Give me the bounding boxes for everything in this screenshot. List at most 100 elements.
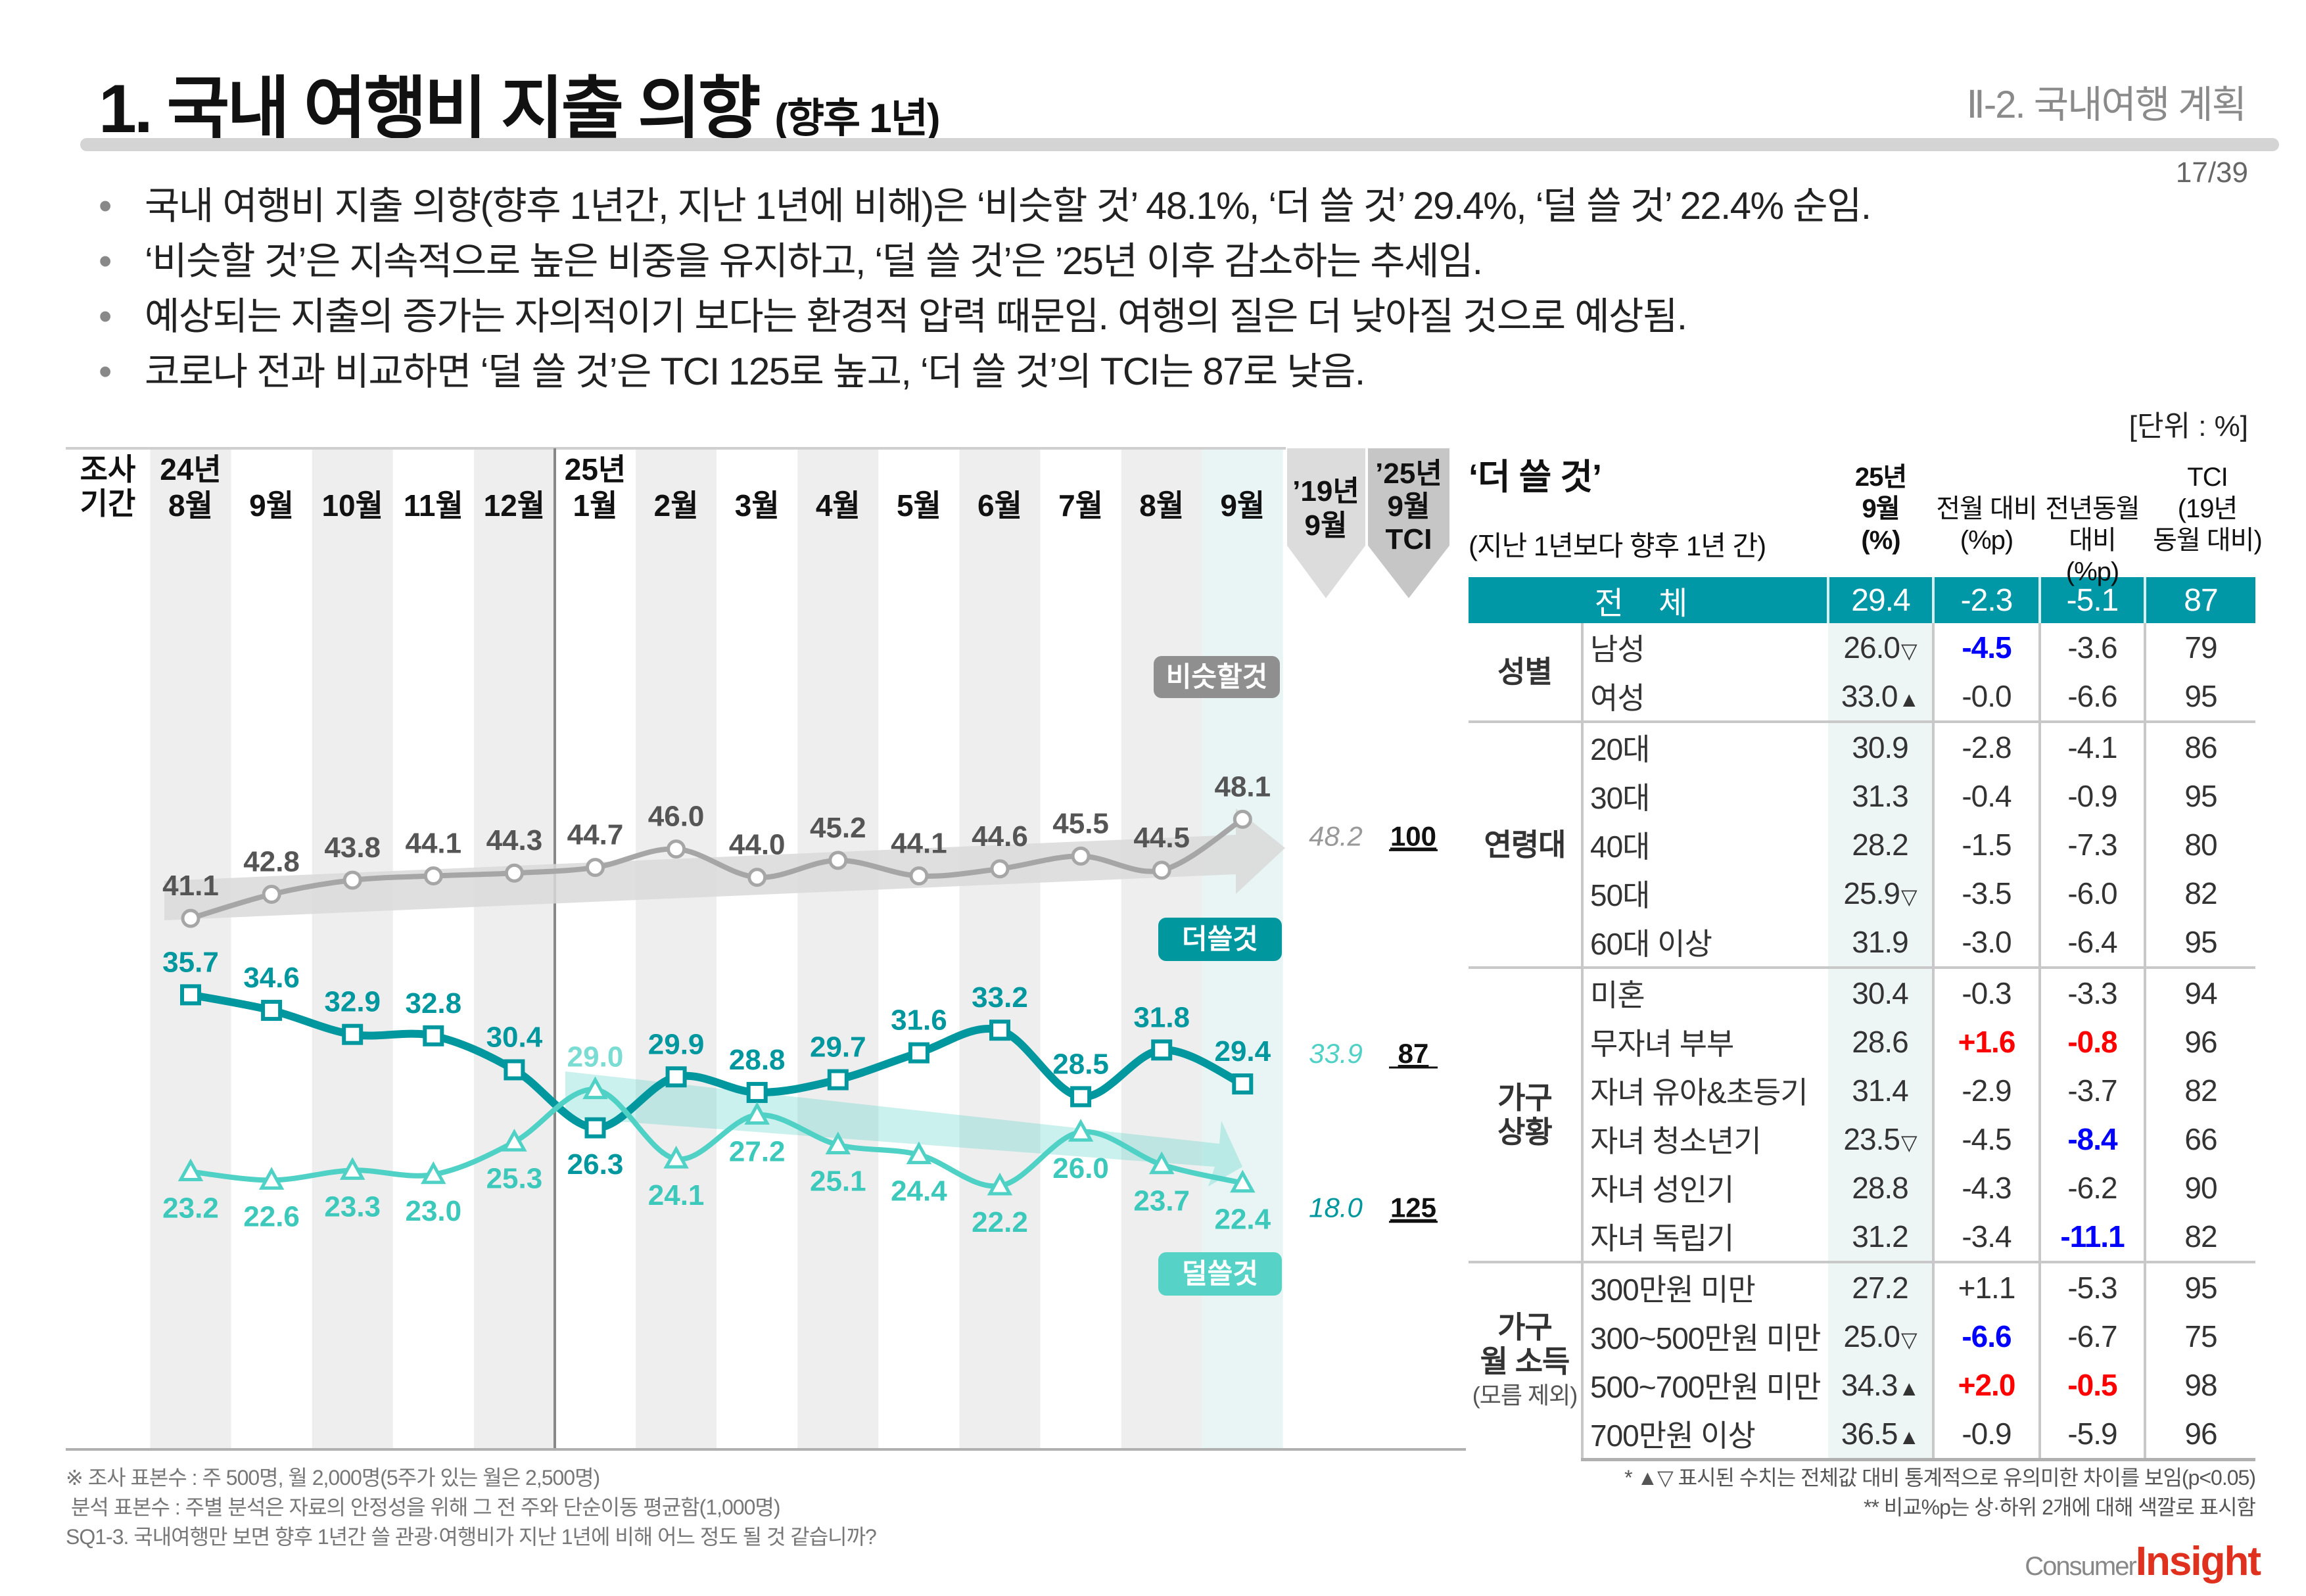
trend-arrow-less-icon — [565, 1071, 1242, 1186]
row-tci: 96 — [2144, 1018, 2255, 1066]
sig-down-icon: ▽ — [1900, 885, 1918, 908]
col-header-tci: TCI (19년 동월 대비) — [2153, 463, 2263, 555]
data-point — [665, 1066, 687, 1088]
data-point — [258, 1167, 285, 1190]
data-label: 22.6 — [243, 1200, 300, 1232]
row-label: 자녀 성인기 — [1590, 1173, 1734, 1207]
row-value: 25.0▽ — [1828, 1312, 1933, 1361]
row-tci: 75 — [2144, 1312, 2255, 1361]
data-point — [1068, 1119, 1094, 1142]
data-point — [504, 1059, 525, 1081]
table-row: 50대 25.9▽ -3.5 -6.0 82 — [1469, 869, 2255, 918]
total-label: 전 체 — [1469, 577, 1828, 623]
year-label: 24년 — [160, 452, 222, 486]
data-point — [584, 1117, 606, 1138]
data-point — [582, 1076, 608, 1100]
month-tick-label: 11월 — [404, 488, 463, 523]
data-label: 44.3 — [486, 824, 543, 857]
data-label: 25.1 — [810, 1165, 866, 1198]
x-axis: 조사 기간 24년 25년 8월 9월 10월 11월 12월 1월 2월 3월 4월 5월 6월 7월 8월 9… — [80, 452, 1265, 523]
data-point — [177, 1158, 204, 1182]
data-label: 29.4 — [1214, 1035, 1271, 1068]
data-label: 23.0 — [405, 1195, 461, 1227]
row-mom: -2.9 — [1932, 1066, 2040, 1115]
data-label: 31.6 — [891, 1004, 947, 1037]
group-note: (모름 제외) — [1472, 1382, 1578, 1409]
sig-down-icon: ▽ — [1900, 1131, 1918, 1154]
row-value: 23.5▽ — [1828, 1115, 1933, 1163]
table-row: 300~500만원 미만 25.0▽ -6.6 -6.7 75 — [1469, 1312, 2255, 1361]
row-value: 30.4 — [1828, 966, 1933, 1018]
month-tick-label: 8월 — [1139, 488, 1184, 523]
row-label: 30대 — [1590, 781, 1651, 815]
row-yoy: -3.7 — [2038, 1066, 2145, 1115]
title-main: 1. 국내 여행비 지출 의향 — [99, 71, 761, 147]
section-label: Ⅱ-2. 국내여행 계획 — [1966, 83, 2247, 126]
row-yoy: -0.8 — [2038, 1018, 2145, 1066]
sig-up-icon: ▲ — [1898, 688, 1919, 711]
column-stripe — [150, 448, 231, 1449]
data-point — [828, 851, 848, 870]
table-header: ‘더 쓸 것’ (지난 1년보다 향후 1년 간) 25년 9월 (%) 전월 … — [1469, 448, 2263, 586]
row-mom: -0.0 — [1932, 672, 2040, 722]
data-label: 44.6 — [972, 820, 1028, 853]
row-label: 60대 이상 — [1590, 927, 1712, 961]
row-value: 31.3 — [1828, 772, 1933, 820]
row-tci: 82 — [2144, 1212, 2255, 1262]
column-stripe — [473, 448, 555, 1449]
row-yoy: -3.6 — [2038, 623, 2145, 672]
footnote: SQ1-3. 국내여행만 보면 향후 1년간 쓸 관광·여행비가 지난 1년에 … — [66, 1525, 877, 1549]
data-label: 35.7 — [162, 946, 219, 978]
tci-header: ’25년 9월 TCI — [1375, 458, 1442, 555]
row-yoy: -6.0 — [2038, 869, 2145, 918]
data-label: 46.0 — [648, 801, 705, 833]
consumer-insight-logo: ConsumerInsight — [2025, 1538, 2261, 1585]
table-row: 60대 이상 31.9 -3.0 -6.4 95 — [1469, 918, 2255, 968]
data-point — [663, 1145, 689, 1169]
table-title: ‘더 쓸 것’ — [1469, 458, 1602, 497]
comparison-values: 48.2 100 33.9 87 18.0 125 — [1309, 820, 1438, 1223]
col-header-yoy: 전년동월 대비 (%p) — [2045, 494, 2140, 586]
data-point — [342, 870, 362, 890]
row-label: 300만원 미만 — [1582, 1261, 1828, 1312]
data-label: 22.2 — [972, 1206, 1028, 1238]
data-point — [181, 908, 200, 928]
column-stripes — [150, 448, 1283, 1449]
row-value: 28.2 — [1828, 820, 1933, 869]
month-tick-label: 12월 — [484, 488, 546, 523]
data-label: 32.9 — [324, 986, 381, 1018]
data-label: 23.3 — [324, 1190, 381, 1223]
bullet-text: ‘비슷할 것’은 지속적으로 높은 비중을 유지하고, ‘덜 쓸 것’은 ’25… — [145, 240, 1483, 283]
row-label: 700만원 이상 — [1582, 1409, 1828, 1461]
tci-value: 125 — [1390, 1192, 1436, 1223]
sig-down-icon: ▽ — [1900, 639, 1918, 663]
data-label: 34.6 — [243, 962, 300, 994]
footnote: ※ 조사 표본수 : 주 500명, 월 2,000명(5주가 있는 월은 2,… — [66, 1466, 600, 1490]
row-yoy: -5.3 — [2038, 1261, 2145, 1312]
data-label: 25.3 — [486, 1162, 543, 1194]
row-value: 27.2 — [1828, 1261, 1933, 1312]
row-label: 자녀 유아&초등기 — [1590, 1075, 1808, 1110]
row-yoy: -6.7 — [2038, 1312, 2145, 1361]
data-label: 26.3 — [567, 1148, 624, 1181]
data-point — [906, 1141, 932, 1165]
data-label: 26.0 — [1052, 1152, 1109, 1185]
data-point — [908, 1042, 929, 1064]
tci-value: 100 — [1390, 820, 1436, 851]
row-tci: 94 — [2144, 966, 2255, 1018]
row-tci: 95 — [2144, 772, 2255, 820]
month-tick-label: 7월 — [1058, 488, 1103, 523]
month-tick-label: 9월 — [249, 488, 294, 523]
row-value: 28.8 — [1828, 1163, 1933, 1212]
table-row: 자녀 청소년기 23.5▽ -4.5 -8.4 66 — [1469, 1115, 2255, 1163]
value-2019-09: 18.0 — [1309, 1192, 1363, 1223]
data-label: 43.8 — [324, 832, 381, 864]
table-subtitle: (지난 1년보다 향후 1년 간) — [1469, 530, 1766, 561]
table-row: 자녀 성인기 28.8 -4.3 -6.2 90 — [1469, 1163, 2255, 1212]
tci-value: 87 — [1398, 1038, 1429, 1069]
data-point — [339, 1157, 365, 1180]
data-label: 29.0 — [567, 1041, 624, 1073]
month-tick-label: 8월 — [168, 488, 213, 523]
total-yoy: -5.1 — [2038, 577, 2145, 623]
row-value: 31.4 — [1828, 1066, 1933, 1115]
